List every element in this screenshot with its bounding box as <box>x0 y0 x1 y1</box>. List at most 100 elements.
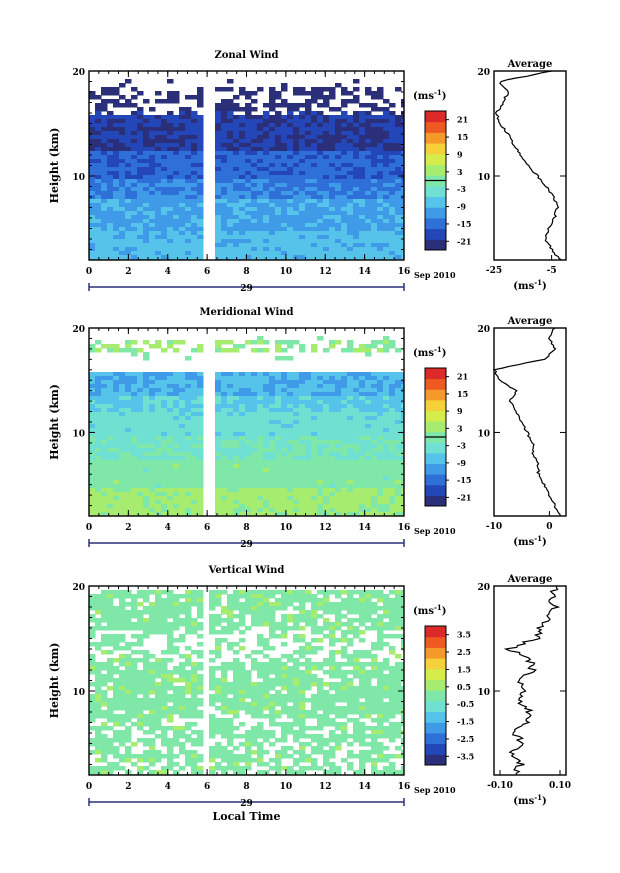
heatmap-cell <box>329 183 336 188</box>
heatmap-cell <box>107 344 114 349</box>
heatmap-cell <box>329 412 336 417</box>
heatmap-cell <box>305 195 312 200</box>
heatmap-cell <box>287 191 294 196</box>
heatmap-cell <box>257 650 264 655</box>
heatmap-cell <box>119 424 126 429</box>
heatmap-cell <box>365 500 372 505</box>
heatmap-cell <box>119 179 126 184</box>
heatmap-cell <box>227 476 234 481</box>
heatmap-cell <box>149 400 156 405</box>
heatmap-cell <box>227 127 234 132</box>
heatmap-cell <box>155 626 162 631</box>
heatmap-cell <box>101 492 108 497</box>
heatmap-cell <box>371 123 378 128</box>
heatmap-cell <box>371 452 378 457</box>
heatmap-cell <box>125 492 132 497</box>
heatmap-cell <box>119 662 126 667</box>
heatmap-cell <box>299 207 306 212</box>
heatmap-cell <box>281 215 288 220</box>
heatmap-cell <box>377 243 384 248</box>
heatmap-cell <box>101 456 108 461</box>
heatmap-cell <box>275 340 282 345</box>
heatmap-cell <box>401 416 404 421</box>
heatmap-cell <box>191 468 198 473</box>
heatmap-cell <box>95 199 102 204</box>
heatmap-cell <box>329 87 336 92</box>
heatmap-cell <box>341 606 348 611</box>
heatmap-cell <box>371 436 378 441</box>
heatmap-cell <box>335 227 342 232</box>
heatmap-cell <box>125 610 132 615</box>
heatmap-cell <box>317 432 324 437</box>
heatmap-cell <box>119 171 126 176</box>
heatmap-cell <box>215 223 222 228</box>
heatmap-cell <box>191 416 198 421</box>
heatmap-cell <box>323 602 330 607</box>
heatmap-cell <box>275 448 282 453</box>
heatmap-cell <box>389 203 396 208</box>
heatmap-cell <box>317 496 324 501</box>
heatmap-cell <box>377 508 384 513</box>
heatmap-cell <box>179 183 186 188</box>
heatmap-cell <box>197 219 204 224</box>
heatmap-cell <box>257 219 264 224</box>
heatmap-cell <box>185 436 192 441</box>
heatmap-cell <box>131 388 138 393</box>
heatmap-cell <box>155 444 162 449</box>
heatmap-cell <box>311 372 318 377</box>
heatmap-cell <box>329 380 336 385</box>
heatmap-cell <box>383 215 390 220</box>
heatmap-cell <box>269 472 276 477</box>
heatmap-cell <box>353 416 360 421</box>
heatmap-cell <box>155 159 162 164</box>
heatmap-cell <box>293 614 300 619</box>
heatmap-cell <box>311 199 318 204</box>
heatmap-cell <box>293 380 300 385</box>
heatmap-cell <box>227 512 234 516</box>
heatmap-cell <box>89 155 96 160</box>
heatmap-cell <box>167 139 174 144</box>
heatmap-cell <box>197 155 204 160</box>
heatmap-cell <box>227 606 234 611</box>
heatmap-cell <box>329 440 336 445</box>
heatmap-cell <box>257 255 264 260</box>
heatmap-cell <box>323 227 330 232</box>
heatmap-cell <box>281 594 288 599</box>
heatmap-cell <box>221 167 228 172</box>
heatmap-cell <box>215 183 222 188</box>
heatmap-cell <box>161 392 168 397</box>
heatmap-cell <box>155 135 162 140</box>
heatmap-cell <box>329 504 336 509</box>
heatmap-cell <box>389 420 396 425</box>
heatmap-cell <box>131 424 138 429</box>
heatmap-cell <box>215 203 222 208</box>
heatmap-cell <box>389 171 396 176</box>
heatmap-cell <box>167 163 174 168</box>
heatmap-cell <box>341 111 348 116</box>
heatmap-cell <box>359 392 366 397</box>
heatmap-cell <box>227 235 234 240</box>
heatmap-cell <box>155 131 162 136</box>
heatmap-cell <box>95 460 102 465</box>
heatmap-cell <box>293 428 300 433</box>
heatmap-cell <box>155 618 162 623</box>
heatmap-cell <box>281 219 288 224</box>
heatmap-cell <box>137 91 144 96</box>
heatmap-cell <box>197 223 204 228</box>
heatmap-cell <box>371 231 378 236</box>
heatmap-cell <box>119 131 126 136</box>
heatmap-cell <box>185 115 192 120</box>
heatmap-cell <box>251 223 258 228</box>
heatmap-cell <box>143 618 150 623</box>
heatmap-cell <box>335 452 342 457</box>
heatmap-cell <box>281 420 288 425</box>
heatmap-cell <box>269 594 276 599</box>
heatmap-cell <box>215 654 222 659</box>
heatmap-cell <box>281 247 288 252</box>
heatmap-cell <box>107 171 114 176</box>
heatmap-cell <box>143 432 150 437</box>
profile-unit: (ms-1) <box>513 278 546 292</box>
heatmap-cell <box>215 396 222 401</box>
heatmap-cell <box>401 432 404 437</box>
heatmap-cell <box>335 504 342 509</box>
